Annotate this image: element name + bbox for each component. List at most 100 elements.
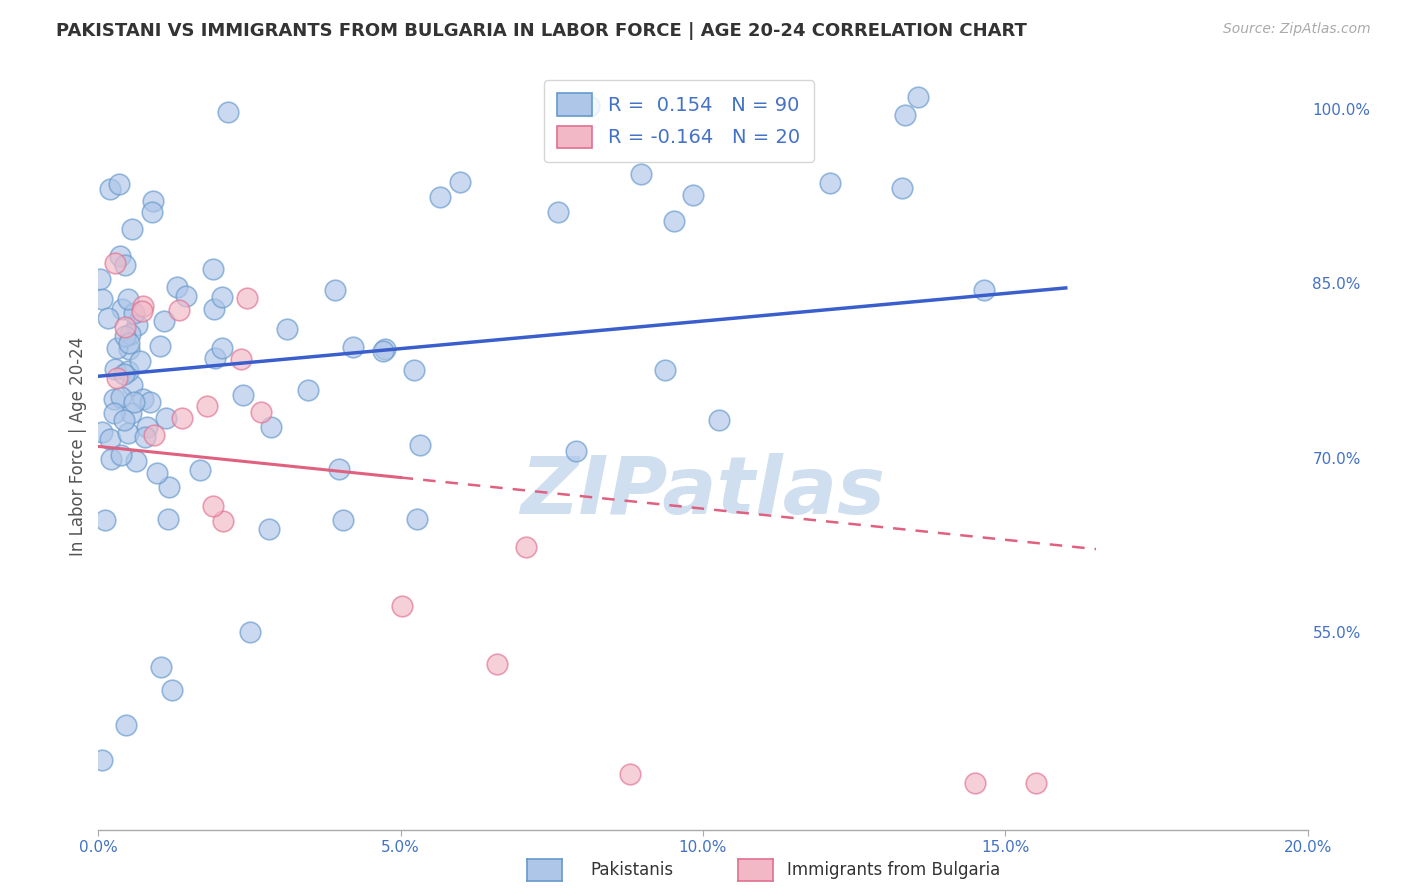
Point <box>374 343 396 357</box>
Point <box>323 284 346 298</box>
Legend: R =  0.154   N = 90, R = -0.164   N = 20: R = 0.154 N = 90, R = -0.164 N = 20 <box>544 79 814 161</box>
Point <box>176 289 198 303</box>
Point <box>117 292 139 306</box>
Point <box>117 364 139 378</box>
Point <box>112 367 135 381</box>
Point <box>132 392 155 406</box>
Point <box>211 514 233 528</box>
Point <box>91 753 114 767</box>
Point <box>114 320 136 334</box>
Point <box>1024 776 1046 790</box>
Point <box>117 426 139 441</box>
Point <box>118 342 141 356</box>
Text: Pakistanis: Pakistanis <box>591 861 673 879</box>
Point <box>110 249 132 263</box>
Point <box>406 512 429 526</box>
Point <box>204 302 226 317</box>
Point <box>136 419 159 434</box>
Point <box>110 448 132 462</box>
Point <box>139 395 162 409</box>
Point <box>211 341 233 355</box>
Point <box>89 272 111 286</box>
Point <box>107 371 129 385</box>
Text: ZIPatlas: ZIPatlas <box>520 453 886 531</box>
Point <box>132 299 155 313</box>
Point <box>114 258 136 272</box>
Point <box>112 413 135 427</box>
Point <box>235 291 257 305</box>
Point <box>160 683 183 698</box>
Point <box>105 341 128 355</box>
Point <box>332 513 354 527</box>
Point <box>172 411 194 425</box>
Y-axis label: In Labor Force | Age 20-24: In Labor Force | Age 20-24 <box>69 336 87 556</box>
Point <box>110 390 132 404</box>
Point <box>125 453 148 467</box>
Point <box>103 406 125 420</box>
Point <box>149 339 172 353</box>
Point <box>297 383 319 397</box>
Point <box>166 280 188 294</box>
Point <box>232 388 254 402</box>
Point <box>204 351 226 366</box>
Point <box>167 302 190 317</box>
Point <box>818 176 841 190</box>
Point <box>578 99 600 113</box>
Point <box>250 404 273 418</box>
Point <box>188 463 211 477</box>
Point <box>104 362 127 376</box>
Point <box>97 310 120 325</box>
Point <box>391 599 413 614</box>
Point <box>118 326 141 341</box>
Point <box>342 340 364 354</box>
Point <box>211 290 233 304</box>
Point <box>682 187 704 202</box>
Point <box>709 412 731 426</box>
Point <box>201 499 224 513</box>
Point <box>143 428 166 442</box>
Point <box>120 406 142 420</box>
Text: PAKISTANI VS IMMIGRANTS FROM BULGARIA IN LABOR FORCE | AGE 20-24 CORRELATION CHA: PAKISTANI VS IMMIGRANTS FROM BULGARIA IN… <box>56 22 1028 40</box>
Point <box>630 167 652 181</box>
Point <box>547 204 569 219</box>
Point <box>98 182 121 196</box>
Point <box>157 480 180 494</box>
Point <box>449 175 471 189</box>
Point <box>515 540 537 554</box>
Point <box>485 657 508 672</box>
Point <box>564 443 586 458</box>
Point <box>149 660 172 674</box>
Point <box>122 395 145 409</box>
Point <box>201 261 224 276</box>
Point <box>115 718 138 732</box>
Point <box>142 194 165 208</box>
Point <box>654 362 676 376</box>
Point <box>145 466 167 480</box>
Point <box>276 321 298 335</box>
Point <box>103 392 125 407</box>
Point <box>328 461 350 475</box>
Point <box>141 205 163 219</box>
Text: Immigrants from Bulgaria: Immigrants from Bulgaria <box>787 861 1001 879</box>
Text: Source: ZipAtlas.com: Source: ZipAtlas.com <box>1223 22 1371 37</box>
Point <box>90 292 112 306</box>
Point <box>104 256 127 270</box>
Point <box>894 107 917 121</box>
Point <box>134 430 156 444</box>
Point <box>155 411 177 425</box>
Point <box>257 522 280 536</box>
Point <box>121 222 143 236</box>
Point <box>965 776 987 790</box>
Point <box>125 318 148 332</box>
Point <box>239 624 262 639</box>
Point <box>131 303 153 318</box>
Point <box>260 419 283 434</box>
Point <box>94 513 117 527</box>
Point <box>91 425 114 439</box>
Point <box>122 306 145 320</box>
Point <box>195 399 218 413</box>
Point <box>152 314 174 328</box>
Point <box>100 451 122 466</box>
Point <box>114 329 136 343</box>
Point <box>429 190 451 204</box>
